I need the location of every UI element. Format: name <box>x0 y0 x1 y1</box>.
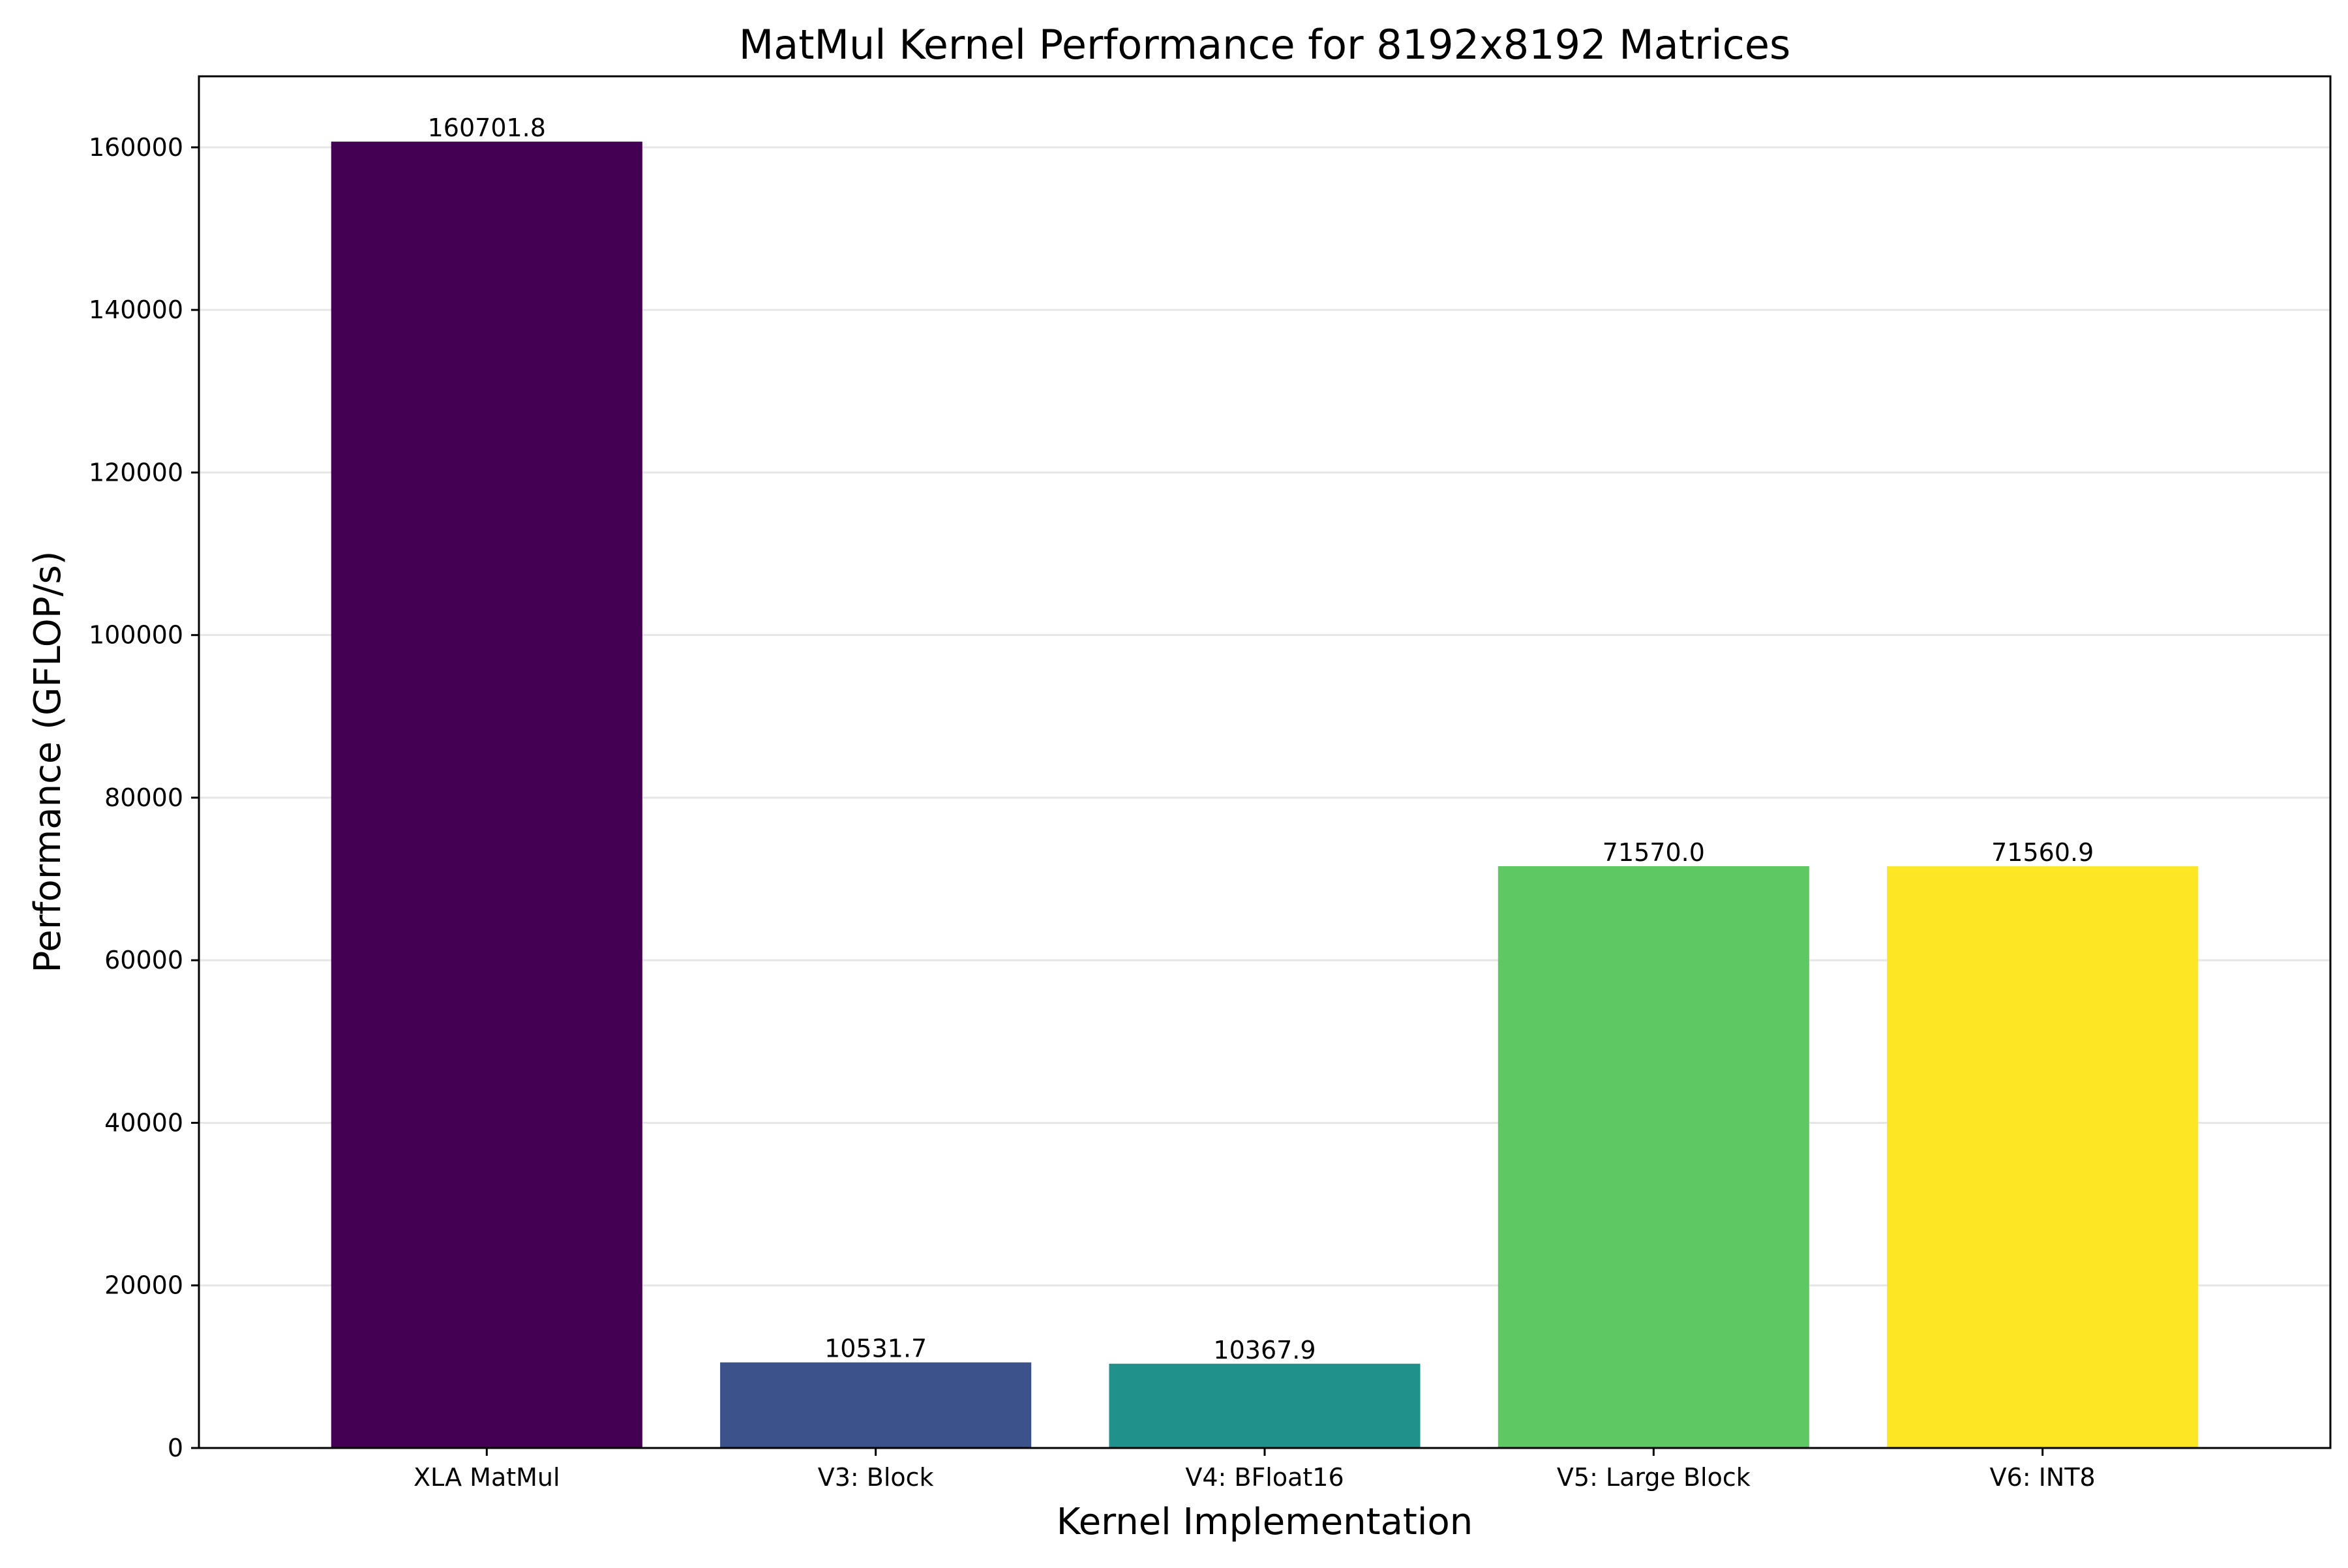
bar-value-label: 10531.7 <box>824 1334 927 1363</box>
y-tick-label: 20000 <box>104 1271 183 1300</box>
bar-value-label: 160701.8 <box>428 113 546 142</box>
bar-value-label: 71570.0 <box>1603 838 1705 867</box>
x-tick-label: V3: Block <box>818 1463 934 1492</box>
x-tick-label: XLA MatMul <box>414 1463 560 1492</box>
bar <box>1887 866 2199 1448</box>
y-tick-label: 80000 <box>104 783 183 812</box>
data-labels-layer: 160701.8 10531.7 10367.9 71570.0 71560.9 <box>428 113 2094 1364</box>
bar-value-label: 10367.9 <box>1213 1336 1316 1364</box>
y-tick-label: 100000 <box>89 621 183 650</box>
x-tick-label: V6: INT8 <box>1990 1463 2096 1492</box>
bars-layer <box>331 142 2199 1449</box>
y-tick-label: 40000 <box>104 1108 183 1137</box>
bar <box>720 1362 1032 1448</box>
y-axis-label: Performance (GFLOP/s) <box>27 550 69 972</box>
y-tick-label: 160000 <box>89 133 183 162</box>
bar <box>1109 1363 1421 1448</box>
bar <box>331 142 642 1449</box>
bar-value-label: 71560.9 <box>1991 838 2094 867</box>
y-tick-label: 120000 <box>89 458 183 487</box>
bar <box>1498 866 1809 1448</box>
y-tick-label: 0 <box>168 1434 183 1462</box>
x-tick-label: V4: BFloat16 <box>1185 1463 1344 1492</box>
ticks-layer: 0 20000 40000 60000 80000 100000 120000 140000 1… <box>89 133 2096 1492</box>
y-tick-label: 60000 <box>104 946 183 974</box>
x-axis-label: Kernel Implementation <box>1057 1501 1473 1543</box>
x-tick-label: V5: Large Block <box>1557 1463 1751 1492</box>
y-tick-label: 140000 <box>89 295 183 324</box>
chart-title: MatMul Kernel Performance for 8192x8192 … <box>739 21 1791 68</box>
